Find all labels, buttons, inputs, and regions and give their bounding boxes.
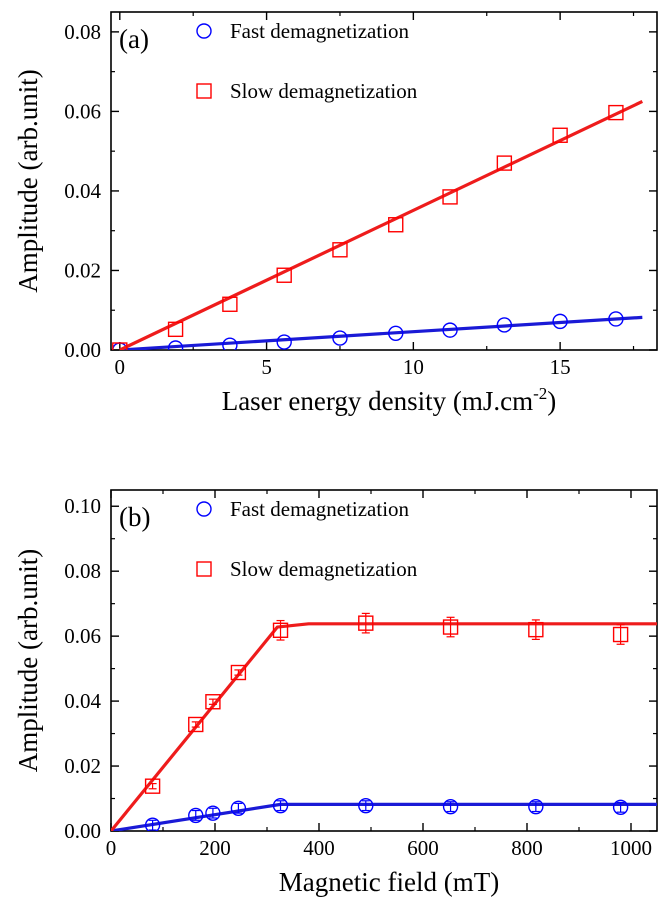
- y-tick-label: 0.08: [64, 20, 101, 44]
- y-tick-label: 0.02: [64, 754, 101, 778]
- y-tick-label: 0.10: [64, 494, 101, 518]
- plot-area: [112, 100, 644, 350]
- data-point-square: [552, 127, 568, 143]
- data-point-circle: [612, 799, 629, 815]
- data-point-circle: [552, 313, 568, 330]
- data-point-square: [528, 621, 544, 638]
- data-point-square: [230, 664, 247, 681]
- x-tick-label: 10: [403, 355, 424, 379]
- x-tick-label: 400: [303, 836, 335, 860]
- plot-frame: [110, 489, 658, 832]
- data-point-square: [442, 619, 459, 635]
- data-point-square: [358, 615, 374, 631]
- data-point-circle: [167, 340, 184, 350]
- data-point-square: [222, 296, 238, 312]
- y-axis-title: Amplitude (arb.unit): [13, 549, 43, 772]
- legend-marker-square: [196, 561, 212, 577]
- x-axis-title: Laser energy density (mJ.cm-2): [222, 384, 557, 416]
- data-point-circle: [276, 334, 292, 350]
- y-axis-title: Amplitude (arb.unit): [13, 69, 43, 292]
- plot-area: [111, 612, 657, 831]
- legend-label: Fast demagnetization: [230, 19, 410, 43]
- y-tick-label: 0.08: [64, 559, 101, 583]
- x-tick-label: 1000: [610, 836, 652, 860]
- plot-frame: [110, 11, 658, 351]
- legend-marker-circle: [196, 501, 212, 517]
- y-tick-label: 0.04: [64, 179, 101, 203]
- x-axis-title-tail: ): [547, 386, 556, 416]
- data-point-circle: [188, 807, 204, 824]
- data-point-square: [612, 626, 629, 643]
- data-point-square: [272, 622, 289, 638]
- y-tick-label: 0.04: [64, 689, 101, 713]
- legend-label: Fast demagnetization: [230, 497, 410, 521]
- data-point-square: [388, 217, 404, 233]
- legend-label: Slow demagnetization: [230, 557, 418, 581]
- data-point-square: [144, 778, 161, 794]
- data-point-square: [276, 267, 292, 283]
- data-point-circle: [272, 797, 289, 814]
- panel-b: 0 200 400 600 800 1000 0.00 0.02 0.04 0.06 0.08 0.1…: [13, 489, 658, 897]
- y-tick-label: 0.00: [64, 338, 101, 362]
- data-point-circle: [496, 317, 513, 333]
- x-tick-label: 5: [261, 355, 272, 379]
- data-point-square: [608, 104, 624, 121]
- data-point-circle: [205, 805, 221, 821]
- data-point-circle: [358, 797, 374, 814]
- x-tick-label: 600: [407, 836, 439, 860]
- y-tick-label: 0.00: [64, 819, 101, 843]
- data-point-square: [205, 694, 221, 710]
- data-point-square: [332, 242, 348, 258]
- data-point-square: [188, 716, 204, 733]
- x-tick-label: 0: [115, 355, 126, 379]
- fit-line: [119, 100, 644, 350]
- fit-line: [111, 622, 657, 831]
- data-point-square: [442, 189, 458, 205]
- y-tick-label: 0.02: [64, 258, 101, 282]
- y-tick-label: 0.06: [64, 624, 101, 648]
- panel-a: 0 5 10 15 0.00 0.02 0.04 0.06 0.08 Laser energy d…: [13, 11, 658, 416]
- data-point-circle: [528, 798, 544, 815]
- fit-line: [119, 315, 643, 350]
- data-point-circle: [442, 322, 458, 338]
- x-axis-title-superscript: -2: [533, 384, 547, 403]
- data-point-circle: [442, 798, 459, 815]
- x-tick-label: 800: [511, 836, 543, 860]
- x-tick-label: 200: [199, 836, 231, 860]
- data-point-square: [496, 155, 513, 171]
- data-point-circle: [608, 311, 624, 327]
- legend-label: Slow demagnetization: [230, 79, 418, 103]
- legend-marker-circle: [196, 23, 212, 39]
- x-axis-title: Magnetic field (mT): [279, 867, 499, 897]
- data-point-square: [167, 321, 184, 338]
- data-point-circle: [222, 337, 238, 350]
- panel-label: (b): [119, 502, 150, 532]
- data-point-square: [112, 342, 128, 350]
- y-tick-label: 0.06: [64, 99, 101, 123]
- data-point-circle: [388, 325, 404, 341]
- data-point-circle: [144, 817, 161, 831]
- x-tick-label: 15: [550, 355, 571, 379]
- legend-marker-square: [196, 83, 212, 99]
- panel-label: (a): [119, 24, 149, 54]
- data-point-circle: [332, 330, 348, 346]
- data-point-circle: [230, 800, 247, 816]
- x-tick-label: 0: [106, 836, 117, 860]
